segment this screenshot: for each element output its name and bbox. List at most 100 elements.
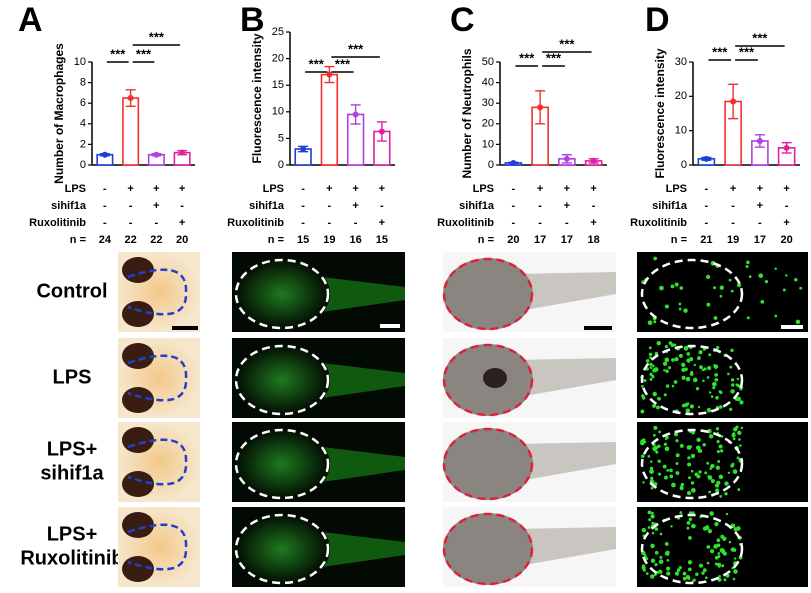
cell <box>717 460 721 464</box>
mean-dot <box>127 95 134 102</box>
cell <box>687 456 691 460</box>
cell <box>712 386 716 390</box>
n-value: 15 <box>376 234 388 246</box>
cell <box>746 260 750 265</box>
cell <box>733 527 738 532</box>
cell <box>715 465 720 470</box>
y-tick-label: 20 <box>675 90 687 102</box>
cell <box>654 527 659 531</box>
cell <box>736 283 742 288</box>
y-tick-label: 0 <box>278 159 284 171</box>
cell <box>659 532 663 536</box>
panel-letter: C <box>450 1 475 39</box>
condition-mark: - <box>301 200 305 212</box>
cell <box>671 384 675 388</box>
cell <box>727 372 730 376</box>
cell <box>733 569 738 574</box>
cell <box>703 367 707 371</box>
condition-mark: - <box>758 217 762 229</box>
cell <box>712 381 717 387</box>
cell <box>697 356 701 360</box>
mean-dot <box>563 155 570 162</box>
cell <box>649 356 652 360</box>
cell <box>670 525 673 528</box>
y-tick-label: 0 <box>80 159 86 171</box>
condition-mark: - <box>328 200 332 212</box>
cell <box>687 462 692 467</box>
cell <box>658 570 663 574</box>
tail <box>322 277 405 312</box>
condition-mark: + <box>757 200 763 212</box>
condition-mark: + <box>179 183 185 195</box>
condition-mark: - <box>705 183 709 195</box>
cell <box>681 362 686 368</box>
condition-mark: - <box>380 200 384 212</box>
significance-label: *** <box>335 56 351 71</box>
bar <box>320 73 339 166</box>
condition-mark: + <box>326 183 332 195</box>
cell <box>736 396 741 402</box>
cell <box>682 571 687 576</box>
outline <box>127 438 188 486</box>
cell <box>674 357 679 362</box>
condition-mark: - <box>705 200 709 212</box>
cell <box>708 434 714 439</box>
condition-mark: - <box>103 200 107 212</box>
cell <box>708 391 712 394</box>
cell <box>795 319 801 325</box>
cell <box>679 511 683 514</box>
cell <box>706 376 710 379</box>
cell <box>689 445 693 448</box>
yolk <box>443 428 533 500</box>
cell <box>717 565 721 568</box>
cell <box>649 377 653 381</box>
cell <box>732 469 738 474</box>
cell <box>715 427 720 431</box>
cell <box>691 511 695 515</box>
condition-mark: - <box>785 200 789 212</box>
cell <box>649 469 654 474</box>
cell <box>739 400 744 405</box>
cell <box>675 453 680 458</box>
condition-mark: + <box>379 183 385 195</box>
cell <box>730 463 734 468</box>
y-tick-label: 50 <box>482 56 494 68</box>
cell <box>659 555 663 559</box>
y-tick-label: 20 <box>272 53 284 65</box>
significance-label: *** <box>149 29 165 44</box>
y-tick-label: 30 <box>675 56 687 68</box>
cell <box>640 409 645 414</box>
cell <box>715 395 719 400</box>
cell <box>664 344 668 349</box>
tail <box>513 527 616 567</box>
cell <box>650 486 654 490</box>
outline <box>640 513 744 585</box>
y-tick-label: 0 <box>488 159 494 171</box>
cell <box>655 450 659 454</box>
condition-name: sihif1a <box>249 200 285 212</box>
yolk <box>234 513 330 585</box>
condition-mark: + <box>590 183 596 195</box>
micrograph <box>637 422 808 502</box>
condition-mark: - <box>705 217 709 229</box>
cell <box>676 568 681 572</box>
cell <box>725 512 729 516</box>
cell <box>665 384 670 388</box>
n-value: 20 <box>176 234 188 246</box>
cell <box>723 578 727 582</box>
mean-dot <box>537 104 544 111</box>
condition-mark: - <box>731 200 735 212</box>
cell <box>746 316 750 320</box>
cell <box>690 469 694 473</box>
cell <box>710 463 715 469</box>
cell <box>654 550 659 555</box>
cell <box>654 563 658 567</box>
cell <box>670 284 675 289</box>
micrograph <box>637 338 808 418</box>
y-tick-label: 5 <box>278 132 284 144</box>
eye <box>122 512 154 538</box>
outline <box>234 513 330 585</box>
cell <box>664 357 670 363</box>
cell <box>706 408 712 413</box>
y-tick-label: 10 <box>74 56 86 68</box>
